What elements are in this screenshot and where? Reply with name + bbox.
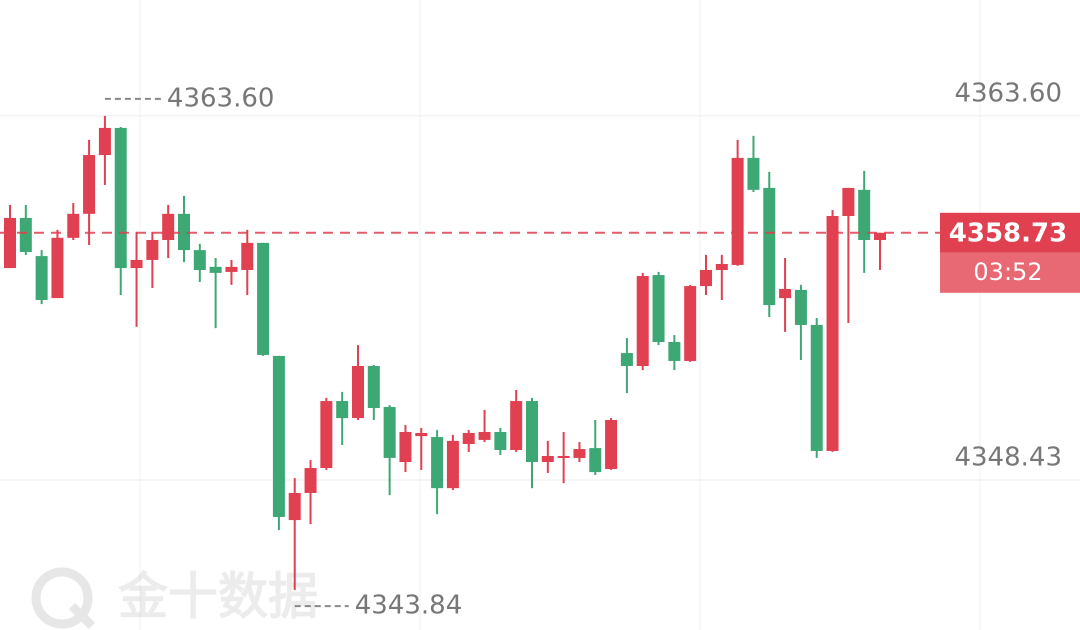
candle-body xyxy=(652,275,665,342)
candle-body xyxy=(763,187,776,306)
watermark-logo xyxy=(31,567,96,630)
candle-body xyxy=(605,420,618,469)
candle-body xyxy=(352,366,364,419)
candle-body xyxy=(320,401,333,468)
candle-body xyxy=(19,217,32,252)
countdown: 03:52 xyxy=(973,258,1042,286)
candle-body xyxy=(731,157,744,265)
candle-body xyxy=(51,237,64,299)
candle-body xyxy=(162,213,175,240)
candle-body xyxy=(336,401,349,419)
watermark: 金十数据 xyxy=(118,568,318,626)
candle-body xyxy=(304,468,317,493)
candle-body xyxy=(589,448,602,473)
logo-ring xyxy=(31,567,93,629)
candle-body xyxy=(636,276,649,366)
candle-body xyxy=(510,401,523,450)
candle-body xyxy=(383,407,396,458)
candle-body xyxy=(98,127,111,156)
candle-body xyxy=(399,432,412,462)
candle-body xyxy=(431,437,444,489)
candle-body xyxy=(874,232,886,240)
candle-body xyxy=(779,288,792,299)
candle-body xyxy=(67,213,80,238)
candle-body xyxy=(747,157,760,190)
candle-body xyxy=(826,216,839,451)
logo-tail xyxy=(68,602,96,630)
candle-body xyxy=(557,456,570,458)
candle-body xyxy=(794,289,807,325)
candle-body xyxy=(114,127,127,269)
candle-body xyxy=(700,270,712,287)
candle-body xyxy=(130,259,143,269)
max-label: 4363.60 xyxy=(167,83,275,113)
candle-body xyxy=(478,432,491,440)
candle-body xyxy=(462,432,475,444)
candle-body xyxy=(35,256,48,300)
candle-body xyxy=(858,189,871,240)
candle-body xyxy=(668,342,681,361)
y-tick-label: 4348.43 xyxy=(954,443,1062,473)
candle-body xyxy=(272,355,285,517)
last-price-label: 4358.73 xyxy=(949,218,1067,248)
candle-body xyxy=(810,324,823,451)
vertical-grid xyxy=(139,0,981,630)
candle-body xyxy=(209,266,222,273)
candle-body xyxy=(526,401,538,462)
candle-body xyxy=(415,432,428,437)
candle-body xyxy=(288,492,301,521)
candle-body xyxy=(193,250,206,270)
y-tick-label: 4363.60 xyxy=(954,78,1062,108)
candle-body xyxy=(446,440,459,489)
countdown-box xyxy=(940,252,1080,293)
candle-body xyxy=(541,456,554,462)
candle-body xyxy=(83,155,96,214)
candle-body xyxy=(241,242,254,270)
candle-body xyxy=(146,240,159,260)
candle-body xyxy=(494,432,507,450)
candle-body xyxy=(842,187,855,216)
last-price-box xyxy=(940,212,1080,253)
candle-body xyxy=(225,266,238,272)
candle-body xyxy=(573,449,586,458)
candle-body xyxy=(257,242,270,355)
candle-body xyxy=(620,353,633,366)
candle-body xyxy=(367,366,380,408)
candle-body xyxy=(715,264,728,270)
candle-body xyxy=(4,217,16,269)
candle-body xyxy=(178,213,190,251)
min-label: 4343.84 xyxy=(355,591,463,621)
candle-body xyxy=(684,286,697,361)
